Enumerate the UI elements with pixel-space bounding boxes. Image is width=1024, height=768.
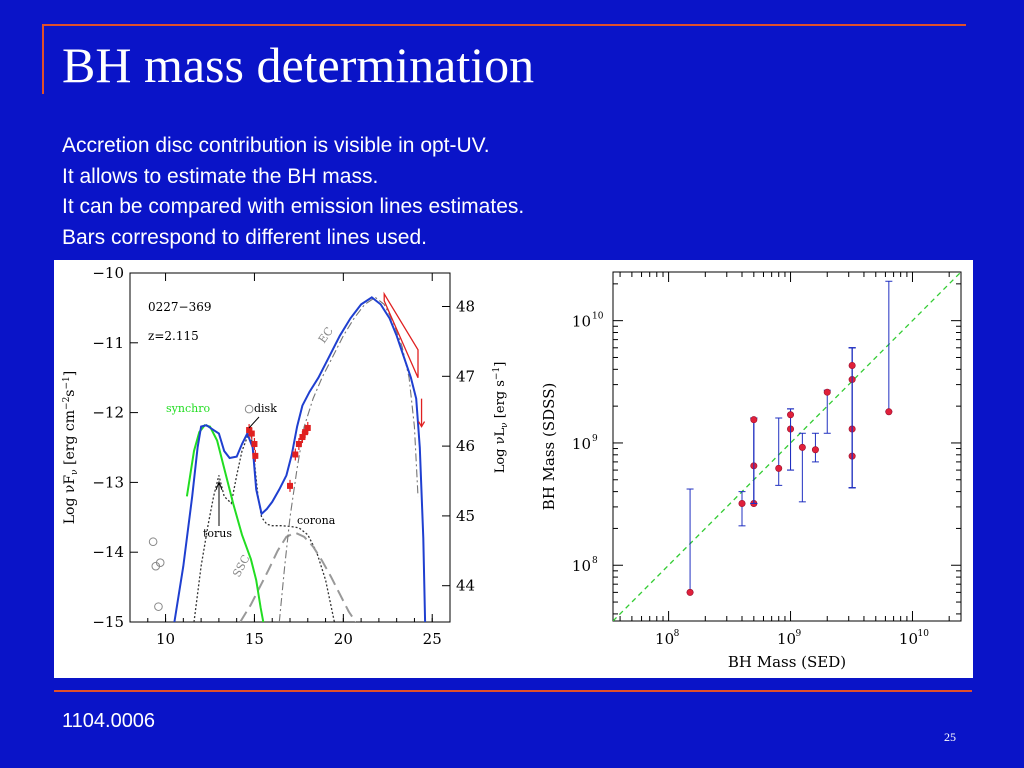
mass-x-axis-label: BH Mass (SED) <box>728 653 846 671</box>
sed-y-tick-label: −15 <box>92 613 124 631</box>
mass-data-point <box>775 464 783 472</box>
sed-torus-label: torus <box>203 527 232 540</box>
sed-y-tick-label: −14 <box>92 543 124 561</box>
mass-data-point <box>823 388 831 396</box>
bullet-line: Accretion disc contribution is visible i… <box>62 134 490 157</box>
sed-x-tick-label: 20 <box>334 630 353 648</box>
sed-data-point <box>292 451 299 458</box>
mass-data-point <box>787 411 795 419</box>
mass-x-tick-exponent: 9 <box>796 629 802 639</box>
figure-svg: 10 15 20 25 −10 −11 −12 −13 −14 −15 44 45 46 47 48 Log … <box>62 264 962 671</box>
sed-corona-label: corona <box>297 514 336 527</box>
mass-x-tick-exponent: 8 <box>674 629 680 639</box>
sed-disk-pointer <box>248 416 260 429</box>
sed-total-curve <box>173 296 427 622</box>
sed-source-name: 0227−369 <box>148 300 212 314</box>
sed-archival-point <box>154 602 163 611</box>
sed-data-point <box>251 441 258 448</box>
mass-y-tick-exponent: 8 <box>592 556 598 566</box>
mass-data-point <box>798 443 806 451</box>
mass-y-tick-exponent: 10 <box>592 312 604 322</box>
sed-data-point <box>299 434 306 441</box>
sed-archival-point <box>151 561 161 571</box>
sed-x-tick-label: 25 <box>423 630 442 648</box>
mass-plot-frame <box>612 271 962 622</box>
sed-data-point <box>295 441 302 448</box>
sed-upper-limit-arrow <box>417 421 426 428</box>
sed-data-point <box>302 429 309 436</box>
footer-rule <box>54 690 972 692</box>
sed-plot-frame <box>129 272 451 623</box>
bullet-line: Bars correspond to different lines used. <box>62 225 427 249</box>
mass-y-tick-label: 10 <box>572 557 591 575</box>
sed-y2-tick-label: 46 <box>456 437 475 455</box>
sed-torus-pointer-head <box>215 480 223 491</box>
mass-data-point <box>750 416 758 424</box>
mass-y-tick-label: 10 <box>572 435 591 453</box>
mass-reference-line <box>613 272 961 621</box>
footer-reference: 1104.0006 <box>62 710 156 732</box>
sed-y-tick-label: −12 <box>92 404 124 422</box>
mass-x-tick-exponent: 10 <box>917 629 929 639</box>
sed-ec-label: EC <box>316 325 336 346</box>
sed-xray-bowtie <box>383 291 419 378</box>
sed-y2-tick-label: 47 <box>456 367 475 385</box>
bullet-line: It can be compared with emission lines e… <box>62 195 525 218</box>
sed-y-tick-label: −11 <box>92 334 124 352</box>
sed-ssc-curve <box>239 531 357 622</box>
sed-data-point <box>304 424 311 431</box>
sed-y-axis-label: Log νFν [erg cm−2s−1] <box>62 371 80 525</box>
sed-data-point <box>252 452 259 459</box>
bullet-line: It allows to estimate the BH mass. <box>62 164 379 188</box>
sed-x-tick-label: 15 <box>245 630 264 648</box>
mass-x-tick-label: 10 <box>777 630 796 648</box>
mass-x-tick-label: 10 <box>899 630 918 648</box>
mass-y-tick-label: 10 <box>572 313 591 331</box>
sed-data-point <box>248 430 255 437</box>
sed-data-point <box>246 427 253 434</box>
sed-y2-tick-label: 44 <box>456 577 475 595</box>
sed-y-tick-label: −13 <box>92 473 124 491</box>
page-number: 25 <box>944 730 956 744</box>
mass-data-point <box>686 588 694 596</box>
mass-data-point <box>811 446 819 454</box>
sed-y-tick-label: −10 <box>92 264 124 282</box>
mass-y-axis-label: BH Mass (SDSS) <box>540 383 558 511</box>
mass-x-tick-label: 10 <box>655 630 674 648</box>
sed-y2-tick-label: 48 <box>456 298 475 316</box>
mass-data-point <box>885 408 893 416</box>
sed-redshift: z=2.115 <box>148 329 199 343</box>
sed-data-point <box>287 482 293 489</box>
bullet-list: Accretion disc contribution is visible i… <box>62 131 524 253</box>
sed-y2-axis-label: Log νLν [erg s−1] <box>492 362 510 474</box>
title-accent-bar <box>42 24 44 94</box>
title-rule <box>42 24 966 26</box>
mass-y-tick-exponent: 9 <box>592 434 598 444</box>
sed-archival-point <box>244 404 254 414</box>
sed-disk-label: disk <box>254 402 277 415</box>
slide-title: BH mass determination <box>62 37 535 93</box>
sed-x-tick-label: 10 <box>156 630 175 648</box>
sed-ec-curve <box>278 296 419 622</box>
mass-data-point <box>738 499 746 507</box>
figure-panel: 10 15 20 25 −10 −11 −12 −13 −14 −15 44 45 46 47 48 Log … <box>54 260 973 678</box>
mass-data-point <box>848 361 856 369</box>
sed-y2-tick-label: 45 <box>456 507 475 525</box>
sed-archival-point <box>148 537 158 547</box>
sed-synchro-label: synchro <box>166 402 210 415</box>
